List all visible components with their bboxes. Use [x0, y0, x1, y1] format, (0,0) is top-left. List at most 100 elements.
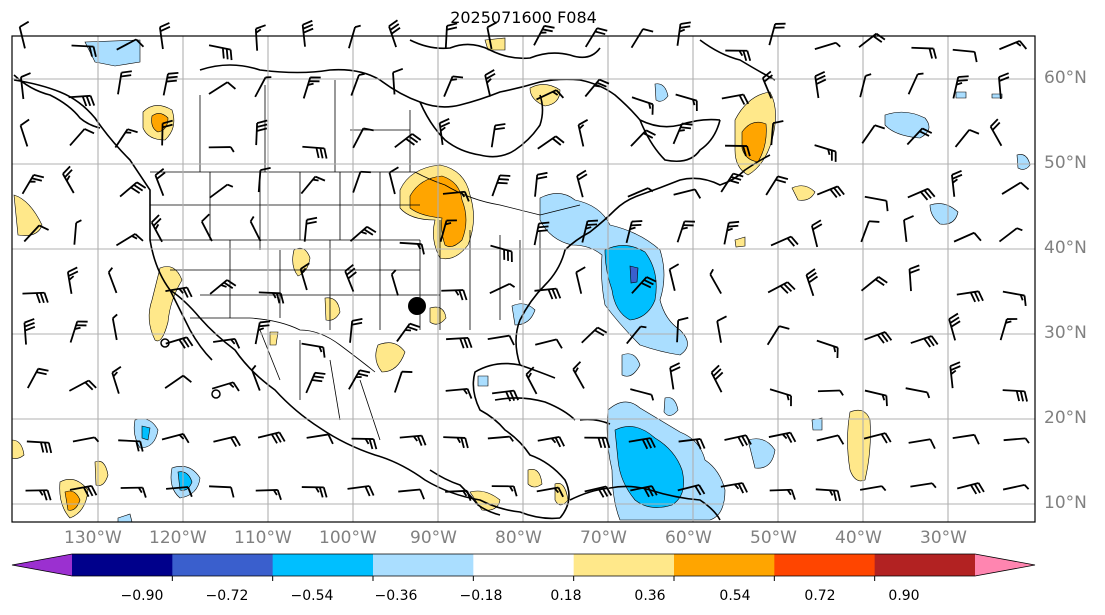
wind-barb: [68, 94, 96, 107]
wind-barb: [162, 71, 179, 96]
wind-barb: [213, 435, 241, 448]
colorbar-outline: [11, 553, 1036, 577]
wind-barb: [301, 342, 326, 358]
wind-barb: [1002, 290, 1027, 307]
wind-barb: [725, 49, 752, 62]
wind-barb: [1002, 389, 1028, 402]
wind-barb: [349, 317, 363, 343]
wind-barb: [254, 24, 266, 51]
wind-barb: [999, 318, 1018, 341]
anomaly-region: [375, 342, 406, 373]
wind-barb: [301, 486, 328, 498]
wind-barb: [348, 24, 361, 49]
wind-barb: [491, 389, 519, 402]
wind-barb: [166, 486, 193, 498]
wind-barb: [398, 488, 425, 500]
wind-barb: [952, 48, 978, 63]
wind-barb: [525, 366, 538, 395]
wind-barb: [443, 75, 464, 97]
wind-barb: [630, 485, 658, 498]
anomaly-region: [629, 265, 639, 284]
wind-barb: [678, 438, 706, 450]
wind-barb: [302, 76, 321, 99]
colorbar-label: 0.36: [634, 588, 666, 604]
lat-label: 50°N: [1044, 153, 1087, 173]
wind-barb: [765, 175, 789, 196]
lat-label: 10°N: [1044, 493, 1087, 513]
wind-barb: [859, 73, 872, 98]
wind-barb: [257, 431, 286, 444]
wind-barb: [306, 433, 334, 445]
wind-barb: [668, 263, 680, 291]
wind-barb: [388, 166, 399, 195]
wind-barb: [910, 335, 939, 348]
wind-barb: [396, 322, 420, 342]
anomaly-region: [811, 417, 823, 431]
coastline-arctic-islands: [409, 39, 601, 60]
colorbar-label: −0.36: [374, 588, 418, 604]
wind-barb: [19, 118, 30, 147]
wind-barb: [209, 279, 237, 295]
anomaly-region: [747, 438, 776, 469]
wind-barb: [816, 434, 845, 445]
wind-barb: [208, 44, 233, 61]
wind-barb: [572, 361, 585, 389]
wind-barb: [443, 436, 469, 449]
wind-barb: [860, 276, 888, 292]
wind-barb: [442, 190, 470, 202]
wind-barb: [20, 72, 31, 100]
wind-barb: [864, 389, 888, 407]
wind-barb: [303, 216, 318, 242]
colorbar-segment: [674, 554, 775, 576]
small-circle-marker: [211, 389, 221, 399]
wind-barb: [864, 331, 893, 344]
lon-label: 80°W: [495, 528, 542, 548]
wind-barb: [952, 433, 980, 445]
wind-barb: [770, 235, 799, 247]
wind-barb: [860, 220, 880, 243]
wind-barb: [489, 283, 516, 295]
anomaly-region: [324, 297, 341, 321]
wind-barb: [305, 371, 326, 394]
state-borders: [150, 172, 541, 330]
wind-barb: [120, 486, 147, 498]
anomaly-region: [621, 353, 641, 377]
wind-barb: [533, 221, 550, 246]
wind-barb: [675, 93, 698, 112]
wind-barb: [487, 435, 514, 442]
wind-barb: [487, 334, 515, 346]
wind-barb: [676, 21, 691, 46]
wind-barb: [69, 128, 95, 147]
wind-barb: [811, 219, 823, 248]
wind-barb: [817, 389, 844, 396]
wind-barb: [441, 289, 468, 301]
anomaly-region: [791, 185, 816, 201]
wind-barb: [536, 89, 565, 101]
wind-barb: [348, 369, 371, 390]
anomaly-region: [477, 375, 489, 387]
lat-label: 30°N: [1044, 323, 1087, 343]
wind-barb: [716, 315, 727, 343]
wind-barb: [767, 281, 796, 294]
wind-barb: [393, 370, 413, 393]
wind-barb: [816, 339, 839, 359]
wind-barb: [951, 169, 963, 197]
wind-barb: [630, 388, 655, 401]
wind-barb: [349, 225, 377, 242]
wind-barb: [954, 128, 980, 148]
wind-barb: [814, 70, 827, 99]
anomaly-region: [527, 469, 543, 488]
lon-label: 130°W: [64, 528, 122, 548]
wind-barb: [676, 316, 689, 343]
wind-barb: [257, 167, 271, 193]
anomaly-region: [11, 439, 25, 459]
wind-barb: [69, 484, 98, 498]
wind-barb: [23, 318, 36, 345]
wind-barb: [27, 367, 49, 389]
wind-barb: [394, 133, 422, 149]
wind-barb: [577, 119, 589, 147]
wind-barb: [998, 227, 1023, 243]
wind-barb: [669, 362, 681, 390]
wind-barb: [581, 219, 598, 243]
